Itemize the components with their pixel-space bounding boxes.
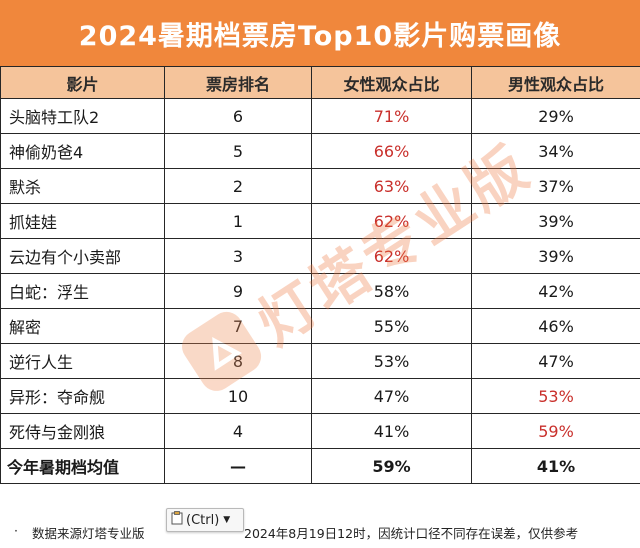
footnote-source: 数据来源灯塔专业版 <box>32 526 145 541</box>
female-share-cell: 66% <box>311 133 472 169</box>
film-cell: 解密 <box>0 308 165 344</box>
average-female: 59% <box>311 448 472 484</box>
female-share-cell: 47% <box>311 378 472 414</box>
table-row: 逆行人生 8 53% 47% <box>0 343 640 379</box>
rank-cell: 2 <box>164 168 312 204</box>
table-row: 抓娃娃 1 62% 39% <box>0 203 640 239</box>
header-female: 女性观众占比 <box>311 66 472 99</box>
female-share-cell: 53% <box>311 343 472 379</box>
footnote-bullet: · <box>14 523 18 538</box>
table-row: 异形：夺命舰 10 47% 53% <box>0 378 640 414</box>
film-cell: 逆行人生 <box>0 343 165 379</box>
male-share-cell: 46% <box>471 308 640 344</box>
female-share-cell: 41% <box>311 413 472 449</box>
paste-options-button[interactable]: (Ctrl) ▼ <box>166 508 244 532</box>
header-male: 男性观众占比 <box>471 66 640 99</box>
male-share-cell: 34% <box>471 133 640 169</box>
rank-cell: 7 <box>164 308 312 344</box>
rank-cell: 6 <box>164 98 312 134</box>
male-share-cell: 53% <box>471 378 640 414</box>
film-cell: 死侍与金刚狼 <box>0 413 165 449</box>
rank-cell: 9 <box>164 273 312 309</box>
table-row: 白蛇：浮生 9 58% 42% <box>0 273 640 309</box>
female-share-cell: 55% <box>311 308 472 344</box>
female-share-cell: 63% <box>311 168 472 204</box>
footnote-note: 2024年8月19日12时，因统计口径不同存在误差，仅供参考 <box>244 526 579 541</box>
rank-cell: 4 <box>164 413 312 449</box>
rank-cell: 8 <box>164 343 312 379</box>
title-bar: 2024暑期档票房Top10影片购票画像 <box>0 0 640 66</box>
page-title: 2024暑期档票房Top10影片购票画像 <box>78 20 562 52</box>
female-share-cell: 62% <box>311 238 472 274</box>
table-row: 头脑特工队2 6 71% 29% <box>0 98 640 134</box>
male-share-cell: 39% <box>471 203 640 239</box>
male-share-cell: 42% <box>471 273 640 309</box>
film-cell: 抓娃娃 <box>0 203 165 239</box>
film-cell: 白蛇：浮生 <box>0 273 165 309</box>
footnote: · 数据来源灯塔专业版 2024年8月19日12时，因统计口径不同存在误差，仅供… <box>0 514 640 548</box>
average-row: 今年暑期档均值 — 59% 41% <box>0 448 640 484</box>
male-share-cell: 39% <box>471 238 640 274</box>
table-row: 默杀 2 63% 37% <box>0 168 640 204</box>
film-cell: 神偷奶爸4 <box>0 133 165 169</box>
header-rank: 票房排名 <box>164 66 312 99</box>
chevron-down-icon: ▼ <box>223 515 231 525</box>
average-label: 今年暑期档均值 <box>0 448 165 484</box>
box-office-table: 影片 票房排名 女性观众占比 男性观众占比 头脑特工队2 6 71% 29% 神偷奶爸4… <box>0 66 640 484</box>
male-share-cell: 47% <box>471 343 640 379</box>
female-share-cell: 62% <box>311 203 472 239</box>
table-row: 死侍与金刚狼 4 41% 59% <box>0 413 640 449</box>
film-cell: 默杀 <box>0 168 165 204</box>
film-cell: 头脑特工队2 <box>0 98 165 134</box>
male-share-cell: 37% <box>471 168 640 204</box>
rank-cell: 5 <box>164 133 312 169</box>
film-cell: 异形：夺命舰 <box>0 378 165 414</box>
table-row: 解密 7 55% 46% <box>0 308 640 344</box>
header-row: 影片 票房排名 女性观众占比 男性观众占比 <box>0 66 640 99</box>
male-share-cell: 29% <box>471 98 640 134</box>
rank-cell: 10 <box>164 378 312 414</box>
rank-cell: 3 <box>164 238 312 274</box>
rank-cell: 1 <box>164 203 312 239</box>
film-cell: 云边有个小卖部 <box>0 238 165 274</box>
paste-options-label: (Ctrl) <box>186 512 220 528</box>
table-row: 神偷奶爸4 5 66% 34% <box>0 133 640 169</box>
table-row: 云边有个小卖部 3 62% 39% <box>0 238 640 274</box>
female-share-cell: 58% <box>311 273 472 309</box>
average-rank: — <box>164 448 312 484</box>
female-share-cell: 71% <box>311 98 472 134</box>
clipboard-icon <box>171 511 183 529</box>
male-share-cell: 59% <box>471 413 640 449</box>
average-male: 41% <box>471 448 640 484</box>
header-film: 影片 <box>0 66 165 99</box>
